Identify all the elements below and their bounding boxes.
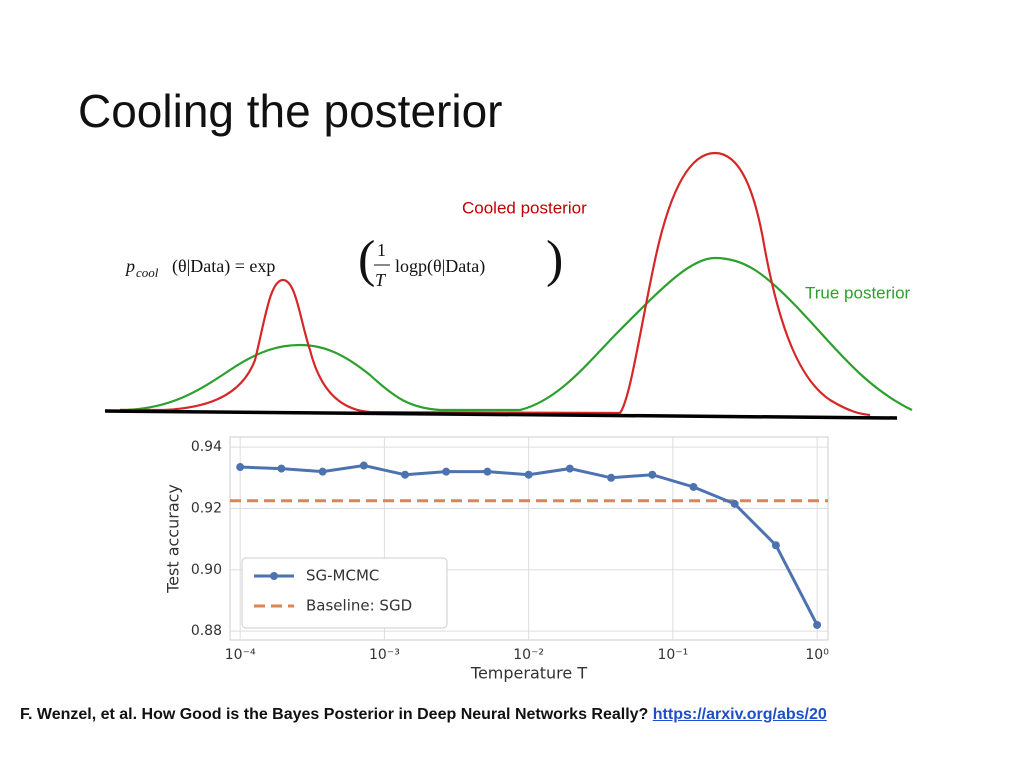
cooled-label: Cooled posterior — [462, 198, 587, 217]
y-tick-label: 0.90 — [191, 562, 222, 578]
legend-label: Baseline: SGD — [306, 597, 412, 615]
legend-swatch — [270, 572, 278, 580]
theta-axis — [104, 409, 898, 420]
paper-link[interactable]: https://arxiv.org/abs/20 — [652, 706, 827, 723]
x-tick-label: 10⁻² — [513, 647, 544, 663]
data-point — [359, 461, 368, 470]
data-point — [524, 470, 533, 479]
true-posterior-curve — [119, 256, 913, 412]
citation: F. Wenzel, et al. How Good is the Bayes … — [20, 706, 827, 724]
x-axis-label: Temperature T — [470, 664, 587, 683]
posterior-diagram: Cooled posterior True posterior p cool (… — [104, 151, 913, 420]
data-point — [813, 620, 822, 629]
data-point — [648, 470, 657, 479]
y-tick-label: 0.94 — [191, 439, 222, 455]
legend-label: SG-MCMC — [306, 567, 379, 585]
x-tick-label: 10⁻¹ — [657, 647, 688, 663]
eq-num: 1 — [377, 240, 386, 260]
cooled-posterior-curve — [120, 151, 871, 417]
eq-arg: logp(θ|Data) — [395, 256, 485, 277]
x-tick-label: 10⁻³ — [369, 647, 400, 663]
x-tick-label: 10⁰ — [805, 647, 829, 663]
data-point — [730, 499, 739, 508]
data-point — [236, 463, 245, 472]
data-point — [277, 464, 286, 473]
slide-title: Cooling the posterior — [78, 85, 503, 137]
y-axis-label: Test accuracy — [164, 484, 183, 594]
y-tick-label: 0.92 — [191, 500, 222, 516]
chart: 0.88 0.90 0.92 0.94 10⁻⁴ 10⁻³ 10⁻² 10⁻¹ 10⁰ Tempe… — [164, 436, 829, 683]
data-point — [318, 467, 327, 476]
eq-sub: cool — [136, 265, 159, 280]
eq-paren: ( — [358, 231, 375, 288]
x-tick-label: 10⁻⁴ — [225, 647, 256, 663]
data-point — [401, 470, 410, 479]
data-point — [442, 467, 451, 476]
data-point — [483, 467, 492, 476]
eq-paren: ) — [546, 231, 563, 288]
citation-text: F. Wenzel, et al. How Good is the Bayes … — [20, 706, 649, 723]
eq-p: p — [124, 256, 135, 276]
eq-den: T — [375, 270, 387, 290]
true-label: True posterior — [805, 283, 911, 302]
data-point — [771, 541, 780, 550]
y-tick-label: 0.88 — [191, 623, 222, 639]
equation: p cool (θ|Data) = exp ( 1 T logp(θ|Data)… — [124, 231, 563, 290]
eq-lhs: (θ|Data) = exp — [172, 256, 275, 277]
data-point — [607, 473, 616, 482]
data-point — [565, 464, 574, 473]
data-point — [689, 482, 698, 491]
